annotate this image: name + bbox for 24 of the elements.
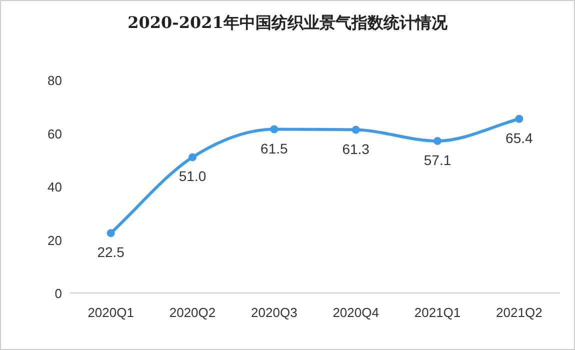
- x-tick-label: 2020Q4: [332, 305, 379, 320]
- point: [106, 229, 115, 238]
- point: [188, 153, 196, 162]
- x-tick-label: 2021Q2: [496, 305, 542, 320]
- y-tick-label: 40: [48, 180, 62, 194]
- y-tick-label: 80: [48, 73, 62, 88]
- data-label: 22.5: [97, 244, 125, 260]
- x-tick-label: 2021Q1: [414, 305, 461, 320]
- data-label: 57.1: [424, 152, 452, 168]
- x-tick-label: 2020Q1: [88, 305, 134, 320]
- y-tick-label: 60: [48, 126, 62, 142]
- data-label: 61.3: [342, 140, 370, 157]
- point: [515, 114, 524, 123]
- x-tick-label: 2020Q3: [251, 305, 298, 320]
- y-tick-label: 20: [48, 232, 62, 248]
- data-label: 51.0: [178, 168, 206, 184]
- y-tick-label: 0: [54, 286, 62, 301]
- point: [352, 126, 360, 134]
- chart-title: 2020-2021年中国纺织业景气指数统计情况: [128, 13, 448, 32]
- data-label: 65.4: [506, 130, 534, 146]
- point: [270, 125, 278, 134]
- x-tick-label: 2020Q2: [169, 305, 216, 320]
- point: [434, 136, 442, 145]
- data-label: 61.5: [260, 140, 288, 156]
